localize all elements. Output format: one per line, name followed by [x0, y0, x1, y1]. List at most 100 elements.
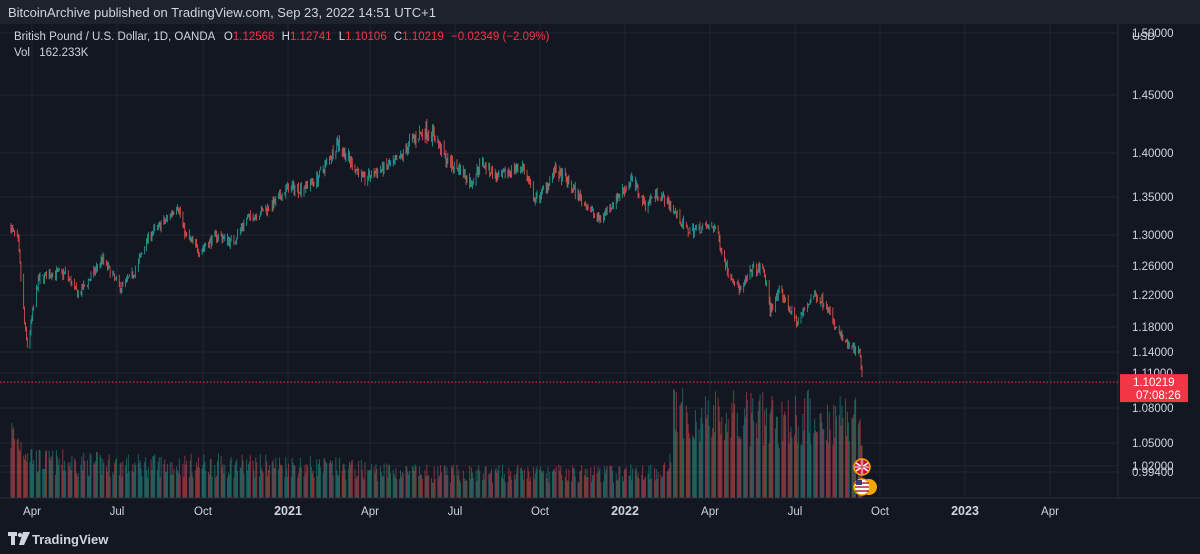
volume-bar [303, 476, 305, 498]
volume-bar [765, 407, 767, 498]
volume-bar [115, 459, 117, 498]
volume-bar [190, 453, 192, 498]
volume-bar [388, 465, 390, 498]
volume-bar [534, 473, 536, 498]
volume-bar [731, 402, 733, 498]
volume-bar [532, 466, 534, 498]
volume-bar [613, 482, 614, 498]
time-tick-label: Oct [194, 506, 213, 518]
volume-bar [562, 480, 564, 498]
volume-bar [177, 472, 179, 498]
volume-value: 162.233K [39, 47, 89, 59]
volume-bar [769, 413, 771, 498]
volume-bar [135, 465, 137, 498]
symbol-description: British Pound / U.S. Dollar, 1D, OANDA [14, 31, 215, 43]
volume-bar [45, 450, 47, 498]
volume-bar [412, 466, 414, 498]
volume-bar [176, 466, 178, 498]
volume-bar [311, 473, 313, 498]
volume-bar [447, 475, 449, 498]
volume-bar [847, 422, 849, 498]
volume-bar [90, 454, 92, 498]
volume-bar [756, 438, 758, 498]
volume-bar [395, 467, 397, 498]
volume-bar [670, 462, 672, 498]
volume-bar [239, 467, 241, 498]
volume-bar [415, 466, 417, 498]
volume-bar [341, 470, 343, 498]
volume-bar [357, 475, 359, 498]
volume-bar [707, 400, 709, 498]
uk-flag-event-icon[interactable] [853, 458, 871, 476]
volume-bar [335, 457, 337, 498]
volume-bar [838, 415, 840, 498]
volume-bar [408, 474, 410, 498]
volume-bar [71, 455, 73, 498]
volume-bar [339, 457, 341, 498]
volume-bar [106, 471, 108, 498]
volume-bar [712, 428, 714, 498]
price-chart[interactable] [0, 24, 1200, 498]
chart-area[interactable] [0, 24, 1200, 498]
volume-bar [427, 475, 429, 498]
volume-bar [839, 396, 841, 498]
volume-bar [45, 450, 46, 498]
volume-bar [840, 425, 842, 498]
volume-bar [382, 475, 384, 498]
volume-bar [483, 479, 485, 498]
volume-bar [166, 471, 168, 498]
volume-bar [370, 464, 372, 498]
volume-bar [147, 467, 149, 498]
volume-bar [367, 470, 369, 498]
time-tick-label: Jul [448, 506, 463, 518]
volume-bar [299, 457, 301, 498]
tradingview-logo-icon[interactable] [8, 532, 30, 546]
volume-bar [38, 449, 40, 498]
volume-bar [75, 460, 77, 498]
volume-bar [426, 464, 428, 498]
volume-bar [853, 414, 855, 498]
volume-bar [785, 415, 787, 498]
volume-bar [419, 466, 421, 498]
volume-bar [343, 463, 345, 498]
volume-bar [637, 472, 639, 498]
volume-bar [501, 464, 503, 498]
volume-bar [708, 425, 710, 498]
volume-bar [55, 450, 57, 498]
volume-bar [64, 461, 66, 498]
volume-bar [851, 417, 853, 498]
us-flag-event-icon[interactable] [853, 478, 877, 496]
volume-bar [675, 392, 677, 498]
volume-bar [254, 477, 256, 498]
volume-bars [10, 388, 863, 498]
volume-bar [476, 480, 478, 498]
tradingview-brand[interactable]: TradingView [32, 532, 109, 547]
volume-bar [585, 477, 587, 498]
volume-bar [527, 467, 529, 498]
volume-bar [623, 469, 625, 498]
volume-bar [572, 468, 574, 498]
volume-bar [494, 470, 496, 498]
volume-bar [603, 465, 605, 498]
volume-bar [437, 466, 439, 498]
volume-bar [145, 457, 147, 498]
volume-bar [846, 435, 848, 498]
volume-bar [432, 482, 434, 498]
volume-bar [511, 479, 513, 498]
volume-bar [63, 470, 65, 498]
volume-bar [497, 469, 499, 498]
volume-bar [138, 462, 140, 498]
volume-bar [720, 434, 722, 498]
volume-bar [642, 465, 644, 498]
volume-bar [103, 463, 105, 498]
volume-bar [344, 469, 346, 498]
volume-bar [375, 464, 377, 498]
volume-bar [420, 474, 422, 498]
volume-bar [348, 468, 350, 498]
volume-bar [439, 475, 441, 498]
footer [0, 526, 1200, 554]
volume-bar [237, 470, 239, 498]
volume-bar [184, 455, 186, 498]
volume-bar [719, 421, 721, 498]
volume-bar [535, 469, 537, 498]
